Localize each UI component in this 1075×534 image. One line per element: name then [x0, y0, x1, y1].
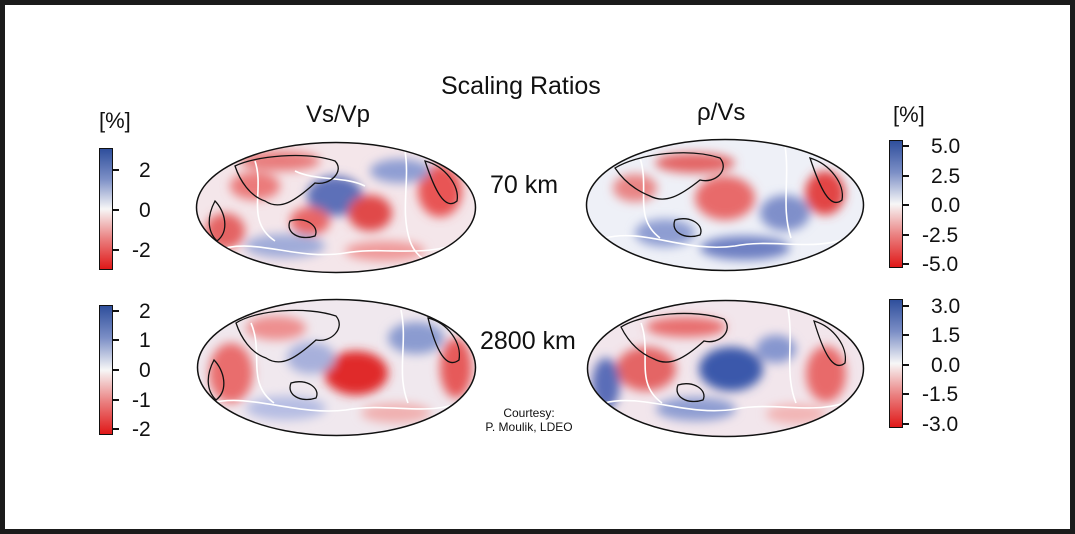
figure-title: Scaling Ratios: [441, 72, 601, 100]
colorbar-tick-label: -2: [132, 239, 151, 262]
credit-line-1: Courtesy:: [503, 406, 555, 420]
colorbar-rhovs-2800km: [889, 299, 903, 428]
colorbar-tick-label: 0: [139, 199, 151, 222]
colorbar-tick-label: -2: [132, 418, 151, 441]
colorbar-tick-label: 1: [139, 329, 151, 352]
colorbar-tick-label: -5.0: [922, 253, 959, 276]
colorbar-tick-label: -3.0: [922, 413, 959, 436]
map-rhovs-2800km: [586, 299, 865, 438]
colorbar-tick-label: -1: [132, 389, 151, 412]
colorbar-tick-label: 0.0: [931, 194, 961, 217]
colorbar-vsvp-70km: [99, 148, 113, 270]
colorbar-tick-label: 1.5: [931, 324, 961, 347]
colorbar-tick-label: 2: [139, 300, 151, 323]
colorbar-tick-label: 2: [139, 159, 151, 182]
colorbar-tick-label: 0: [139, 359, 151, 382]
colorbar-tick-label: -1.5: [922, 383, 959, 406]
depth-label-70km: 70 km: [490, 171, 559, 199]
colorbar-vsvp-2800km: [99, 305, 113, 435]
depth-label-2800km: 2800 km: [480, 327, 576, 355]
unit-label-left: [%]: [99, 108, 131, 133]
colorbar-rhovs-70km: [889, 140, 903, 268]
column-title-vsvp: Vs/Vp: [306, 101, 371, 128]
colorbar-tick-label: -2.5: [922, 224, 959, 247]
colorbar-tick-label: 3.0: [931, 295, 961, 318]
column-title-rhovs: ρ/Vs: [697, 99, 746, 126]
map-vsvp-70km: [195, 141, 477, 274]
colorbar-tick-label: 2.5: [931, 165, 961, 188]
unit-label-right: [%]: [893, 102, 925, 127]
credit-text: Courtesy: P. Moulik, LDEO: [477, 406, 581, 434]
colorbar-tick-label: 0.0: [931, 354, 961, 377]
colorbar-tick-label: 5.0: [931, 135, 961, 158]
credit-line-2: P. Moulik, LDEO: [485, 420, 573, 434]
map-rhovs-70km: [585, 138, 865, 272]
map-vsvp-2800km: [196, 298, 477, 437]
